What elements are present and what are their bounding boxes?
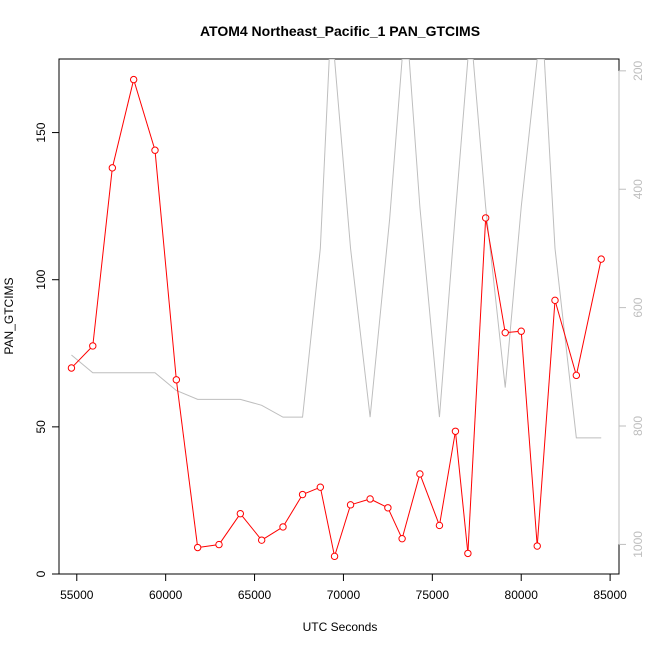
data-point <box>236 509 245 518</box>
data-point <box>279 523 287 531</box>
data-point <box>533 542 541 550</box>
data-point <box>316 483 325 491</box>
x-axis: 55000 60000 65000 70000 75000 80000 85000 <box>60 573 627 602</box>
y-tick-label: 50 <box>34 420 48 434</box>
series-segment <box>284 497 302 525</box>
secondary-y-axis: 200 400 600 800 1000 <box>618 61 645 558</box>
y2-tick-label: 1000 <box>631 531 645 558</box>
data-point <box>517 327 525 335</box>
series-segment <box>353 499 368 505</box>
series-segment <box>455 434 469 551</box>
data-point <box>398 534 406 543</box>
data-point <box>451 427 460 435</box>
y-tick-label: 100 <box>34 269 48 289</box>
series-segment <box>485 220 506 330</box>
x-tick-label: 85000 <box>593 588 627 602</box>
x-tick-label: 65000 <box>238 588 272 602</box>
y2-tick-label: 600 <box>631 297 645 317</box>
series-segment <box>372 499 386 507</box>
data-point <box>481 214 490 222</box>
data-point <box>501 328 509 337</box>
y2-tick-label: 800 <box>631 416 645 436</box>
data-point <box>572 371 581 380</box>
series-segment <box>439 434 456 523</box>
data-point <box>172 376 181 384</box>
series-segment <box>335 507 351 554</box>
x-tick-label: 60000 <box>149 588 183 602</box>
y2-tick-label: 200 <box>631 61 645 81</box>
series-segment <box>520 334 538 543</box>
series-segment <box>508 331 519 333</box>
data-point <box>384 504 392 512</box>
series-segment <box>134 82 155 148</box>
series-segment <box>388 510 402 536</box>
y-tick-label: 0 <box>34 570 48 577</box>
series-secondary <box>71 59 602 439</box>
data-point <box>151 146 159 154</box>
data-point <box>215 540 223 549</box>
x-axis-label: UTC Seconds <box>303 620 378 634</box>
series-segment <box>555 303 576 373</box>
series-line <box>71 59 602 439</box>
series-segment <box>576 262 602 373</box>
x-tick-label: 75000 <box>416 588 450 602</box>
series-segment <box>320 490 335 554</box>
x-tick-label: 80000 <box>505 588 539 602</box>
series-segment <box>220 516 239 543</box>
series-segment <box>402 476 420 536</box>
data-point <box>298 490 307 499</box>
y-axis-label: PAN_GTCIMS <box>2 277 16 354</box>
series-segment <box>73 347 91 367</box>
plot-area <box>67 59 605 561</box>
chart-title: ATOM4 Northeast_Pacific_1 PAN_GTCIMS <box>200 23 480 39</box>
data-point <box>435 521 444 530</box>
data-point <box>416 470 424 478</box>
y-axis: 0 50 100 150 <box>34 122 60 577</box>
series-segment <box>92 171 113 343</box>
data-point <box>129 75 138 84</box>
data-point <box>346 501 355 509</box>
data-point <box>108 164 117 172</box>
data-point <box>89 342 97 350</box>
data-point <box>597 255 605 263</box>
data-point <box>257 536 266 544</box>
y-tick-label: 150 <box>34 122 48 142</box>
series-segment <box>536 303 556 543</box>
series-segment <box>241 515 261 538</box>
series-segment <box>467 221 486 551</box>
data-point <box>67 364 76 372</box>
series-segment <box>176 382 198 545</box>
series-segment <box>154 153 177 377</box>
x-tick-label: 55000 <box>60 588 94 602</box>
series-segment <box>264 528 281 539</box>
series-primary <box>67 75 605 561</box>
data-point <box>464 549 472 558</box>
y2-tick-label: 400 <box>631 179 645 199</box>
series-segment <box>420 476 439 523</box>
series-segment <box>112 82 134 165</box>
series-segment <box>200 544 216 548</box>
data-point <box>193 543 202 552</box>
data-point <box>366 495 374 503</box>
data-point <box>551 296 559 305</box>
plot-frame <box>58 58 620 575</box>
series-segment <box>305 487 318 494</box>
data-point <box>330 552 339 561</box>
x-tick-label: 70000 <box>327 588 361 602</box>
